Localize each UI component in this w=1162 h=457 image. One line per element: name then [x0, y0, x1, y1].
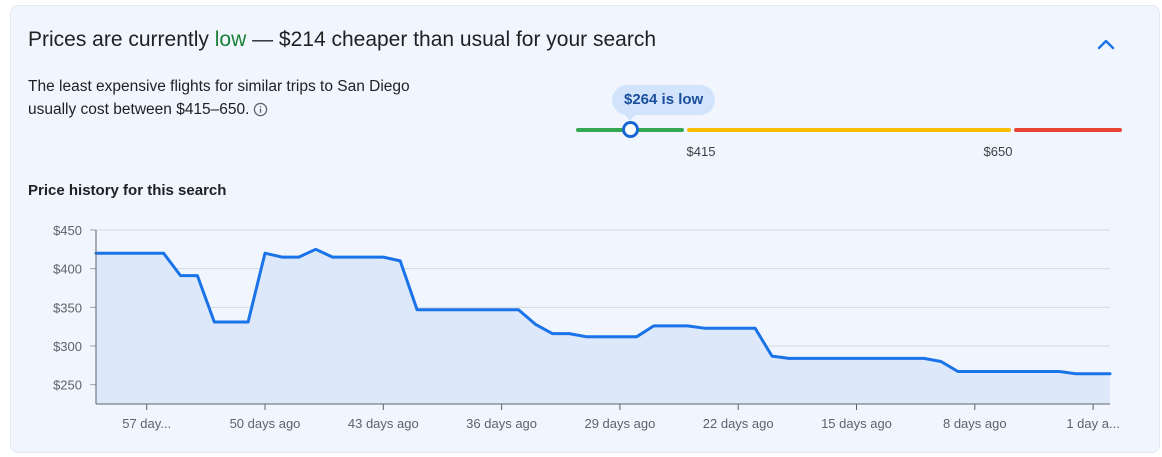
price-range-high-segment	[1014, 128, 1122, 132]
price-summary: The least expensive flights for similar …	[28, 75, 458, 124]
current-price-bubble: $264 is low	[612, 85, 716, 115]
y-tick-label: $250	[53, 378, 82, 393]
x-tick-label: 8 days ago	[943, 416, 1007, 431]
x-tick-label: 50 days ago	[230, 416, 301, 431]
chart-axes	[90, 229, 1110, 410]
bubble-tail	[624, 114, 636, 121]
collapse-button[interactable]	[1092, 30, 1120, 58]
y-tick-label: $350	[53, 300, 82, 315]
y-tick-label: $400	[53, 262, 82, 277]
price-headline: Prices are currently low — $214 cheaper …	[28, 28, 656, 52]
x-tick-label: 29 days ago	[584, 416, 655, 431]
price-level-low: low	[214, 28, 247, 51]
headline-prefix: Prices are currently	[28, 28, 215, 51]
chart-tick-labels: $450 $400 $350 $300 $250 57 day... 50 days ago…	[53, 223, 1120, 431]
chevron-up-icon	[1097, 39, 1115, 50]
chart-area-layer	[94, 247, 1112, 404]
y-tick-label: $300	[53, 339, 82, 354]
x-tick-label: 22 days ago	[703, 416, 774, 431]
x-tick-label: 36 days ago	[466, 416, 537, 431]
x-tick-label: 43 days ago	[348, 416, 419, 431]
price-area-fill	[96, 249, 1110, 404]
range-high-label: $650	[983, 144, 1013, 159]
x-tick-label: 1 day a...	[1066, 416, 1119, 431]
x-tick-label: 15 days ago	[821, 416, 892, 431]
price-range-typical-segment	[687, 128, 1011, 132]
chart-title: Price history for this search	[28, 182, 227, 199]
range-low-label: $415	[686, 144, 716, 159]
summary-text: The least expensive flights for similar …	[28, 78, 410, 118]
current-price-marker	[622, 121, 639, 138]
info-icon[interactable]	[253, 101, 268, 124]
y-tick-label: $450	[53, 223, 82, 238]
x-tick-label: 57 day...	[122, 416, 171, 431]
headline-suffix: — $214 cheaper than usual for your searc…	[246, 28, 656, 51]
price-history-line	[94, 247, 1112, 376]
